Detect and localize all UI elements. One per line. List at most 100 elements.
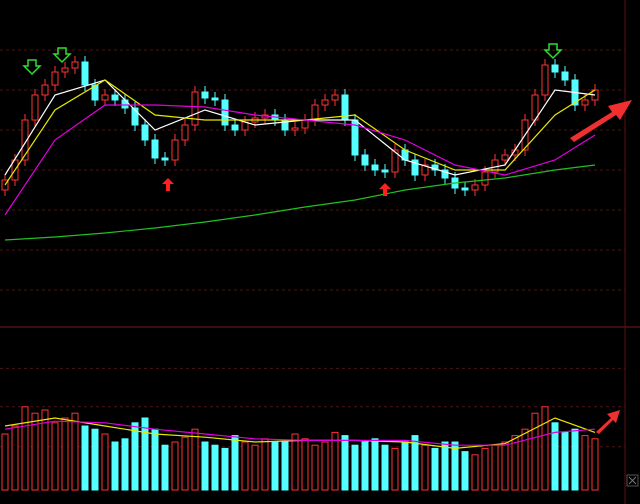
candle-body <box>331 94 339 101</box>
candle-body <box>51 71 59 86</box>
volume-bar <box>101 433 109 491</box>
trend-arrow <box>596 410 620 434</box>
candle-body <box>111 94 119 101</box>
volume-bar <box>141 417 149 491</box>
volume-bar <box>111 441 119 491</box>
volume-bar <box>421 444 429 491</box>
volume-bar <box>461 451 469 491</box>
volume-bar <box>361 441 369 491</box>
candle-body <box>581 99 589 106</box>
volume-bar <box>11 425 19 491</box>
volume-bar <box>591 438 599 491</box>
volume-bar <box>411 435 419 491</box>
volume-bar <box>71 412 79 491</box>
volume-bar <box>291 433 299 491</box>
volume-bar <box>501 441 509 491</box>
candle-body <box>151 139 159 159</box>
volume-bar <box>531 412 539 491</box>
candle-body <box>71 61 79 69</box>
candle-body <box>391 149 399 173</box>
volume-bar <box>241 441 249 491</box>
candle-body <box>541 64 549 96</box>
volume-bar <box>231 435 239 491</box>
candle-body <box>461 187 469 191</box>
volume-bar <box>131 422 139 491</box>
volume-bar <box>341 435 349 491</box>
candle-body <box>471 184 479 191</box>
candle-body <box>201 91 209 99</box>
candle-body <box>411 159 419 176</box>
volume-bar <box>251 444 259 491</box>
moving-average-line <box>4 164 596 241</box>
volume-bar <box>221 447 229 491</box>
candle-body <box>131 107 139 126</box>
candle-body <box>551 64 559 73</box>
volume-bar <box>491 444 499 491</box>
volume-bar <box>151 428 159 491</box>
candle-body <box>171 139 179 161</box>
volume-bar <box>561 431 569 491</box>
volume-bar <box>321 441 329 491</box>
volume-bar <box>431 447 439 491</box>
volume-bar <box>481 447 489 491</box>
candle-body <box>561 71 569 81</box>
signal-arrows <box>22 43 563 196</box>
moving-average-line <box>4 420 596 446</box>
candle-body <box>31 94 39 121</box>
candle-body <box>321 99 329 106</box>
buy-arrow <box>162 178 174 191</box>
volume-bar <box>191 428 199 491</box>
candle-body <box>41 84 49 96</box>
volume-bar <box>61 417 69 491</box>
volume-bar <box>351 444 359 491</box>
volume-bar <box>581 435 589 491</box>
close-icon <box>628 476 637 485</box>
volume-bar <box>31 412 39 491</box>
candle-body <box>101 94 109 101</box>
volume-bar <box>121 438 129 491</box>
candle-body <box>211 97 219 101</box>
volume-bar <box>201 441 209 491</box>
volume-bar <box>41 409 49 491</box>
volume-bar <box>511 435 519 491</box>
volume-bar <box>1 433 9 491</box>
volume-bar <box>311 444 319 491</box>
volume-bar <box>541 406 549 491</box>
candle-body <box>291 127 299 131</box>
candle-body <box>501 154 509 161</box>
candle-body <box>91 84 99 101</box>
sell-arrow <box>22 59 42 76</box>
buy-arrow <box>379 183 391 196</box>
candle-body <box>421 164 429 176</box>
candle-body <box>441 169 449 179</box>
candle-body <box>181 124 189 141</box>
candle-body <box>481 171 489 186</box>
volume-bar <box>301 438 309 491</box>
grid <box>0 49 625 448</box>
volume-bar <box>391 447 399 491</box>
volume-bar <box>331 431 339 491</box>
volume-bar <box>51 422 59 491</box>
candle-body <box>21 119 29 161</box>
candle-body <box>121 99 129 109</box>
candle-body <box>361 154 369 166</box>
volume-bar <box>91 428 99 491</box>
candle-body <box>311 104 319 121</box>
volume-bar <box>551 422 559 491</box>
volume-bar <box>21 406 29 491</box>
volume-bar <box>271 441 279 491</box>
candle-body <box>371 164 379 171</box>
volume-bar <box>571 428 579 491</box>
volume-bar <box>211 444 219 491</box>
plot-area <box>1 56 599 491</box>
close-button[interactable] <box>626 474 639 487</box>
sell-arrow <box>543 43 563 60</box>
volume-bar <box>81 425 89 491</box>
volume-bar <box>371 438 379 491</box>
trend-arrow <box>570 100 632 142</box>
candle-body <box>231 124 239 131</box>
volume-bar <box>281 441 289 491</box>
close-box[interactable] <box>626 474 639 487</box>
moving-average-line <box>4 104 596 216</box>
